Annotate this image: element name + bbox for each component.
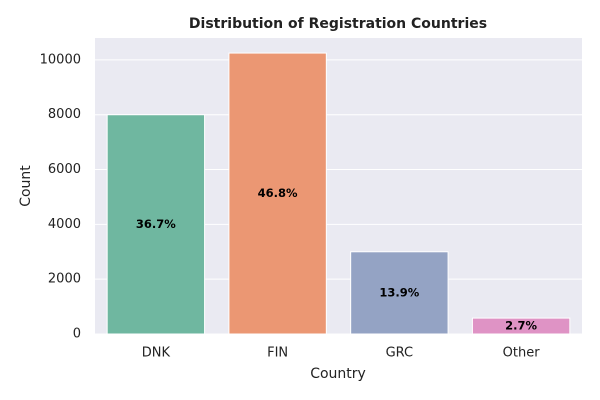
bar xyxy=(228,52,327,335)
bar xyxy=(471,317,571,335)
y-tick-label: 8000 xyxy=(48,107,81,122)
chart-title: Distribution of Registration Countries xyxy=(189,16,487,32)
y-tick-label: 10000 xyxy=(40,52,81,67)
y-tick-label: 0 xyxy=(73,327,81,342)
bar xyxy=(350,251,449,335)
percentage-label: 2.7% xyxy=(505,319,537,333)
y-axis-label: Count xyxy=(18,165,34,207)
x-tick-label: DNK xyxy=(142,346,171,361)
x-tick-label: Other xyxy=(503,346,541,361)
y-tick-label: 4000 xyxy=(48,217,81,232)
percentage-label: 46.8% xyxy=(258,186,298,200)
bar xyxy=(106,114,206,335)
x-tick-label: GRC xyxy=(386,346,414,361)
y-tick-label: 2000 xyxy=(48,272,81,287)
x-tick-label: FIN xyxy=(267,346,288,361)
percentage-label: 13.9% xyxy=(379,285,419,299)
x-axis-label: Country xyxy=(310,366,366,382)
percentage-label: 36.7% xyxy=(136,217,176,231)
y-tick-label: 6000 xyxy=(48,162,81,177)
